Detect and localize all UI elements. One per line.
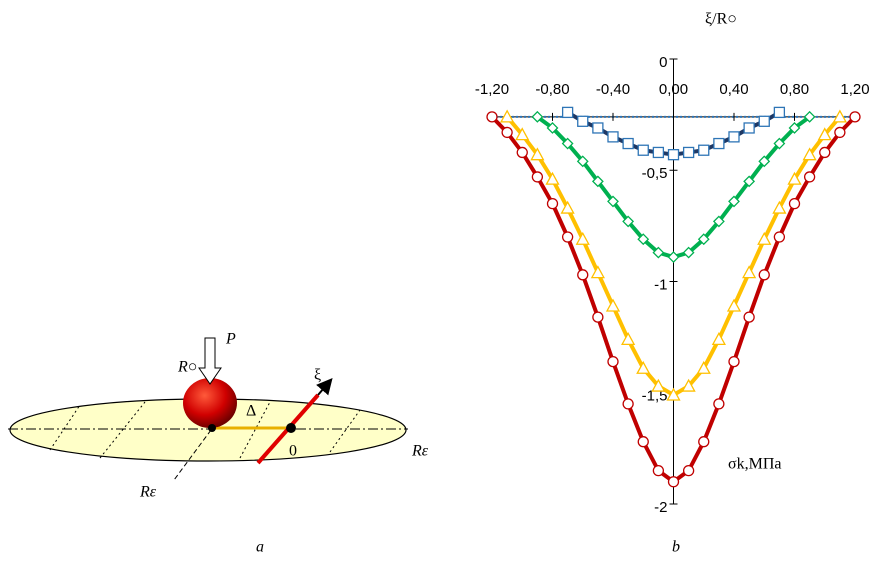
- marker: [608, 132, 618, 142]
- marker: [608, 357, 618, 367]
- y-axis-title: σk,МПа: [728, 456, 782, 473]
- offset-label: Δ: [246, 403, 256, 420]
- marker: [713, 333, 725, 344]
- x-tick-label: -0,80: [535, 81, 569, 98]
- marker: [669, 252, 679, 262]
- marker: [699, 437, 709, 447]
- marker: [638, 437, 648, 447]
- marker: [850, 112, 860, 122]
- marker: [729, 132, 739, 142]
- x-tick-label: -0,40: [596, 81, 630, 98]
- origin-label: 0: [289, 443, 297, 460]
- marker: [563, 232, 573, 242]
- marker: [759, 116, 769, 126]
- marker: [607, 300, 619, 311]
- marker: [593, 123, 603, 133]
- force-label: P: [225, 331, 236, 348]
- marker: [714, 139, 724, 149]
- marker: [653, 466, 663, 476]
- marker: [805, 172, 815, 182]
- origin-point: [286, 423, 296, 433]
- marker: [684, 466, 694, 476]
- marker: [563, 107, 573, 117]
- marker: [729, 357, 739, 367]
- y-tick-label: -2: [654, 499, 667, 516]
- marker: [714, 399, 724, 409]
- x-tick-label: 0,80: [780, 81, 809, 98]
- marker: [623, 399, 633, 409]
- axis-label: ξ: [314, 367, 321, 384]
- x-tick-label: 1,20: [840, 81, 869, 98]
- marker: [744, 123, 754, 133]
- marker: [774, 232, 784, 242]
- marker: [653, 147, 663, 157]
- ball-label: R○: [177, 359, 197, 376]
- x-axis-title: ξ/R○: [705, 11, 737, 28]
- marker: [790, 199, 800, 209]
- marker: [548, 199, 558, 209]
- ball: [183, 378, 237, 428]
- marker: [623, 139, 633, 149]
- marker: [578, 116, 588, 126]
- x-tick-label: -1,20: [475, 81, 509, 98]
- panel-label: b: [672, 539, 680, 556]
- marker: [517, 147, 527, 157]
- x-tick-label: 0,00: [659, 81, 688, 98]
- marker: [502, 127, 512, 137]
- marker: [684, 147, 694, 157]
- y-tick-label: -1: [654, 276, 667, 293]
- marker: [699, 145, 709, 155]
- force-arrow: [199, 338, 221, 384]
- y-tick-label: 0: [659, 54, 667, 71]
- marker: [743, 267, 755, 278]
- marker: [638, 145, 648, 155]
- marker: [774, 107, 784, 117]
- x-tick-label: 0,40: [719, 81, 748, 98]
- radius-label: Rε: [411, 443, 429, 460]
- marker: [669, 477, 679, 487]
- marker: [487, 112, 497, 122]
- marker: [835, 127, 845, 137]
- marker: [532, 172, 542, 182]
- marker: [593, 312, 603, 322]
- marker: [592, 267, 604, 278]
- radius-label: Rε: [139, 484, 157, 501]
- figure: P R○ ξ Δ 0 Rε Rε a ξ/R○ σk,МПа b -1,20 -0…: [0, 0, 885, 561]
- marker: [622, 333, 634, 344]
- contact-point: [208, 424, 216, 432]
- marker: [744, 312, 754, 322]
- marker: [759, 270, 769, 280]
- marker: [578, 270, 588, 280]
- diagram: P R○ ξ Δ 0 Rε Rε a: [8, 331, 429, 556]
- marker: [669, 150, 679, 160]
- y-tick-label: -0,5: [642, 165, 668, 182]
- panel-label: a: [256, 539, 264, 556]
- marker: [820, 147, 830, 157]
- marker: [728, 300, 740, 311]
